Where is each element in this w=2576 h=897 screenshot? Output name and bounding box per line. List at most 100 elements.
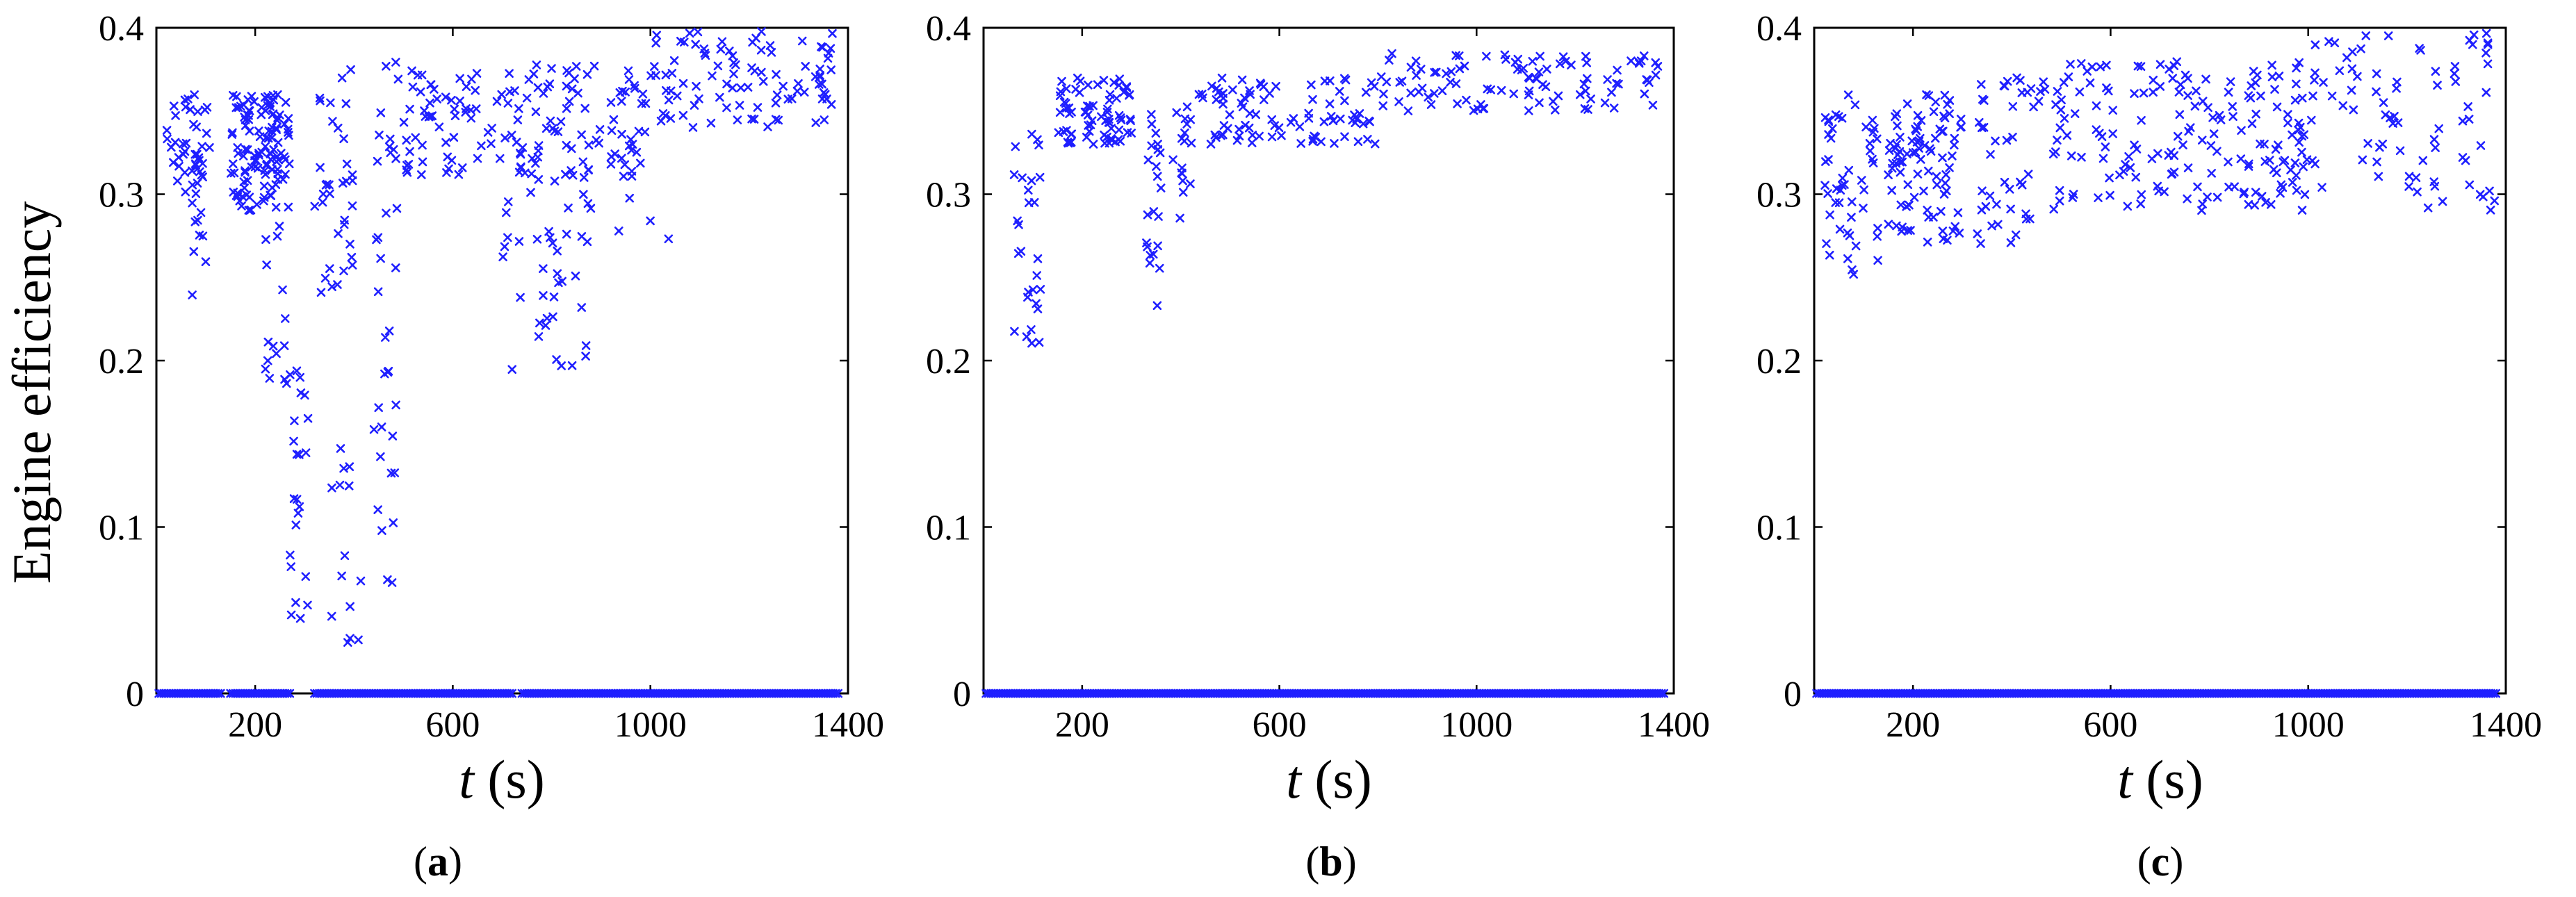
data-point-a <box>487 124 496 133</box>
data-point-c <box>2310 75 2319 85</box>
data-point-a <box>286 370 295 379</box>
data-point-b <box>1061 84 1071 93</box>
data-point-a <box>281 98 291 107</box>
data-point-a <box>284 202 293 212</box>
data-point-c <box>2433 81 2442 90</box>
data-point-a <box>544 227 553 236</box>
data-point-a <box>339 134 348 143</box>
panel-label-c-letter: c <box>2151 839 2170 884</box>
data-point-a <box>237 201 246 211</box>
data-point-b <box>1232 135 1242 145</box>
data-point-b <box>1363 135 1372 144</box>
data-point-c <box>2215 110 2224 120</box>
data-point-b <box>1207 81 1216 91</box>
data-point-a <box>526 188 535 197</box>
data-point-a <box>610 149 620 158</box>
data-point-c <box>2239 189 2249 199</box>
data-point-b <box>1451 79 1461 88</box>
data-point-a <box>513 115 523 124</box>
plot-frame-a <box>155 26 849 695</box>
data-point-a <box>301 448 311 457</box>
data-point-a <box>193 215 202 225</box>
data-point-c <box>2327 91 2337 101</box>
data-point-b <box>1065 109 1074 118</box>
data-point-c <box>2057 95 2066 105</box>
data-point-c <box>2000 81 2010 91</box>
data-point-b <box>1437 86 1447 95</box>
data-point-a <box>455 97 464 106</box>
data-point-c <box>1978 186 1987 196</box>
data-point-c <box>2269 165 2279 174</box>
data-point-b <box>1648 101 1658 110</box>
data-point-b <box>1027 325 1036 334</box>
data-point-c <box>1937 206 1946 216</box>
data-point-c <box>2094 193 2103 202</box>
data-point-c <box>2131 172 2141 182</box>
data-point-a <box>327 282 336 291</box>
data-point-a <box>749 115 759 124</box>
data-point-b <box>1109 78 1118 88</box>
data-point-a <box>271 203 281 212</box>
data-point-c <box>2292 79 2301 89</box>
data-point-a <box>303 413 313 423</box>
data-point-c <box>2481 28 2491 38</box>
data-point-c <box>1850 100 1860 110</box>
data-points-a <box>154 27 843 698</box>
y-axis-label: Engine efficiency <box>1 201 62 584</box>
data-point-a <box>582 237 592 247</box>
data-point-a <box>180 167 190 177</box>
data-point-b <box>1154 212 1163 221</box>
data-point-b <box>1082 133 1091 142</box>
data-point-a <box>729 69 738 79</box>
data-point-a <box>259 192 269 202</box>
data-point-a <box>708 71 717 81</box>
data-point-a <box>534 141 544 150</box>
data-point-a <box>820 115 829 124</box>
data-point-c <box>1943 99 1952 109</box>
data-point-a <box>284 131 293 140</box>
data-point-b <box>1251 110 1261 120</box>
y-tick-label-a: 0.3 <box>99 176 144 215</box>
data-point-c <box>1974 117 1984 127</box>
data-point-c <box>2055 123 2065 133</box>
data-point-a <box>348 170 357 179</box>
data-point-a <box>505 69 514 79</box>
data-point-c <box>2276 188 2285 198</box>
data-point-b <box>1099 76 1109 85</box>
data-point-b <box>1147 141 1156 151</box>
data-point-a <box>343 638 352 647</box>
data-point-c <box>1868 115 1877 125</box>
data-point-a <box>516 293 525 302</box>
data-point-b <box>1089 140 1098 149</box>
data-point-a <box>651 71 660 80</box>
data-point-a <box>193 107 202 116</box>
data-point-b <box>1462 95 1471 105</box>
data-point-c <box>2253 70 2262 80</box>
data-point-c <box>2308 91 2317 101</box>
data-point-b <box>1248 131 1257 140</box>
data-point-a <box>567 361 577 370</box>
data-point-a <box>188 180 197 190</box>
data-point-a <box>318 197 327 207</box>
data-point-a <box>405 104 414 114</box>
y-tick-label-b: 0.4 <box>926 9 971 49</box>
data-point-a <box>765 41 775 50</box>
data-point-b <box>1172 108 1182 117</box>
data-point-a <box>386 134 395 144</box>
data-point-c <box>1919 186 1928 196</box>
data-point-c <box>2481 48 2491 58</box>
data-point-c <box>1905 200 1914 210</box>
data-point-a <box>638 89 648 99</box>
data-point-a <box>728 51 737 60</box>
data-point-c <box>2224 157 2233 167</box>
data-point-a <box>778 81 788 91</box>
data-point-c <box>2423 203 2433 213</box>
data-point-c <box>1859 185 1868 195</box>
data-point-a <box>316 288 326 297</box>
data-point-c <box>1922 90 1931 99</box>
data-point-b <box>1029 198 1039 207</box>
data-point-c <box>2451 77 2461 86</box>
data-point-a <box>669 56 679 65</box>
data-point-a <box>527 169 537 179</box>
